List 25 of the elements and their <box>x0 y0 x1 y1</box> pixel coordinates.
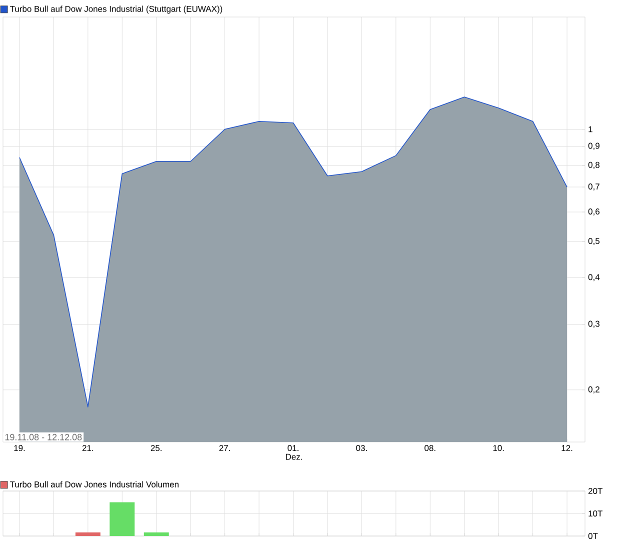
annotation: 19.11.08 - 12.12.08 <box>5 434 82 440</box>
y-tick-label: 0,6 <box>588 208 600 216</box>
y-tick-label: 0,8 <box>588 162 600 169</box>
y-tick-label: 20T <box>588 488 602 494</box>
y-tick-label: 0T <box>588 532 598 540</box>
y-tick-label: 0,3 <box>588 320 600 328</box>
y-tick-label: 0,4 <box>588 274 600 282</box>
y-tick-label: 0,2 <box>588 386 600 394</box>
legend-label: Turbo Bull auf Dow Jones Industrial Volumen <box>10 481 179 488</box>
legend-label: Turbo Bull auf Dow Jones Industrial (Stuttgart (EUWAX)) <box>10 6 222 14</box>
x-tick-label: 19. <box>14 445 25 452</box>
x-tick-label: 27. <box>219 445 230 451</box>
y-tick-label: 1 <box>588 126 592 132</box>
x-tick-label: 10. <box>493 445 504 452</box>
x-tick-label: 03. <box>356 445 367 452</box>
y-tick-label: 0,9 <box>588 142 600 150</box>
y-tick-label: 0,5 <box>588 238 600 246</box>
x-tick-label: 25. <box>150 445 162 452</box>
y-tick-label: 10T <box>588 510 602 517</box>
x-tick-label: 21. <box>82 445 94 451</box>
x-tick-label: 12. <box>562 445 572 451</box>
x-axis-title: Dez. <box>286 454 302 460</box>
x-tick-label: 01. <box>288 445 298 452</box>
y-tick-label: 0,7 <box>588 184 600 191</box>
x-tick-label: 08. <box>424 445 436 452</box>
